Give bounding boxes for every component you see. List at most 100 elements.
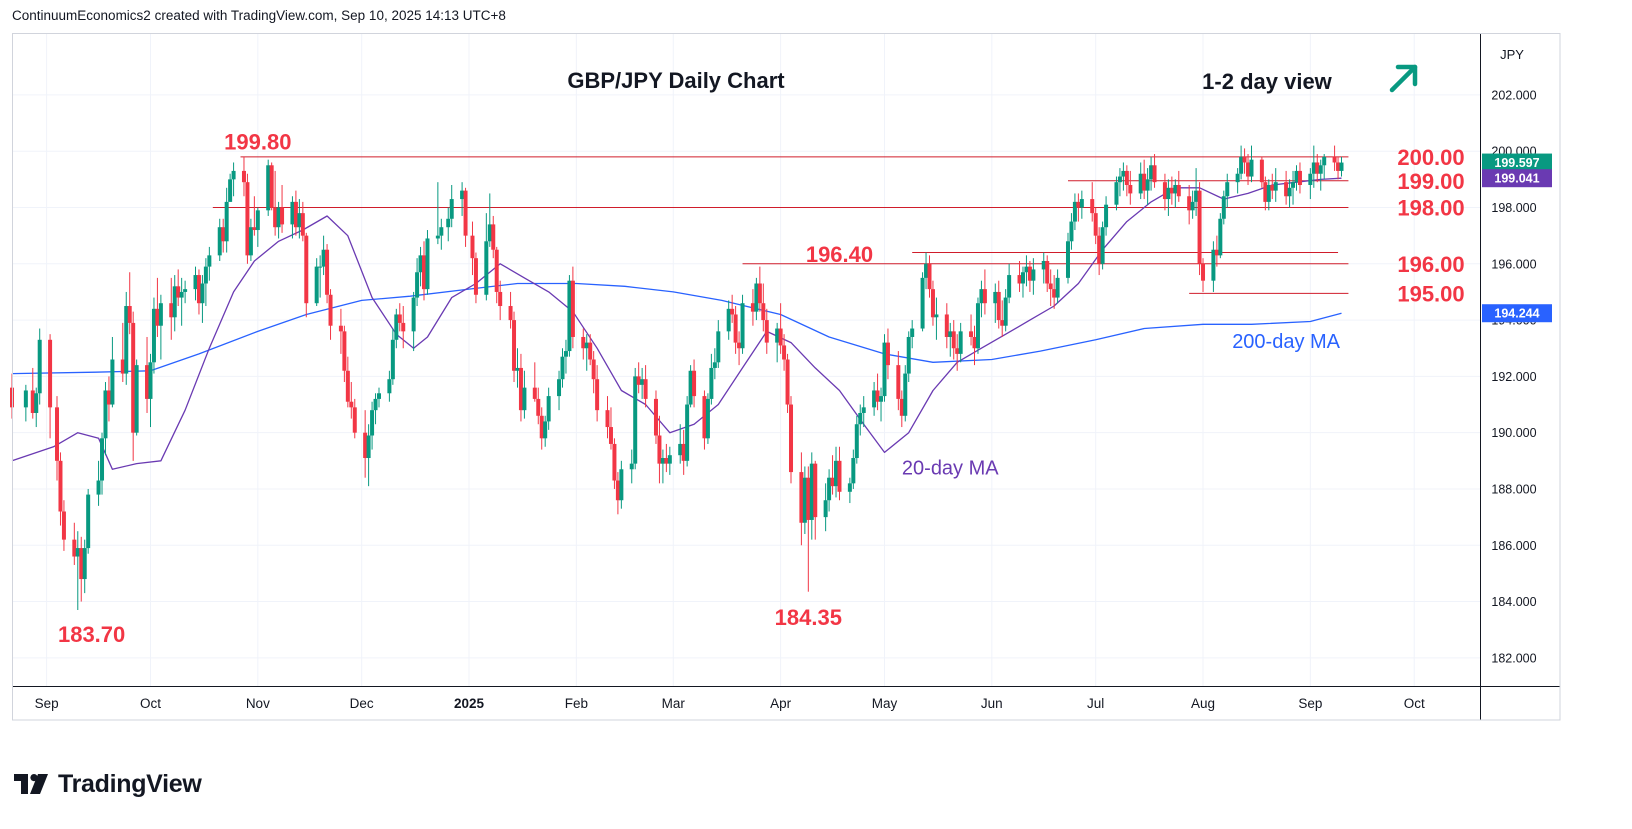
candle-body [872,390,877,408]
candle-body [972,336,977,349]
x-tick-label: Nov [246,696,270,711]
candle-body [581,336,586,349]
candle-body [377,393,381,399]
candle [34,387,39,428]
candle [1142,159,1147,200]
candle-body [103,390,108,439]
candle-body [636,376,641,385]
candle-body [248,227,253,256]
candle [96,460,101,506]
candle [581,328,586,360]
candle-body [484,241,489,295]
view-label: 1-2 day view [1202,69,1333,94]
candle-body [1173,184,1178,194]
candle-body [1128,184,1133,194]
candle [993,283,998,323]
candle-body [709,367,714,399]
candle [1187,184,1192,225]
candle-body [1093,213,1098,236]
candle [321,235,326,276]
candle-body [640,379,645,385]
candle-body [879,396,884,402]
candle [134,359,139,436]
candle [854,415,859,464]
candle-body [1315,162,1320,174]
candle-body [1138,173,1143,194]
y-tick-label: 186.000 [1491,539,1536,553]
candle-body [1218,218,1223,256]
candle [1176,170,1181,202]
candle-body [757,283,762,304]
candle [1093,207,1098,245]
tradingview-logo[interactable]: TradingView [14,770,202,799]
candle-body [127,306,132,323]
candle [872,382,877,416]
x-tick-label: May [872,696,898,711]
candle [608,407,613,450]
candle-body [785,359,790,405]
x-axis[interactable]: Sep Oct Nov Dec 2025 Feb Mar Apr May Jun Jul Aug Sep… [35,696,1425,711]
candle-body [422,255,427,290]
candle [761,283,766,332]
candle-body [629,463,634,470]
candle-body [996,291,1001,321]
candle [709,353,714,405]
candle-body [522,387,527,411]
candle [37,328,42,405]
candle [754,277,759,321]
candle-body [1187,196,1192,211]
candle-body [200,283,205,304]
candle-body [930,289,935,318]
ma20-line [11,177,1342,470]
candle [955,334,960,371]
candle [1072,193,1077,231]
candle-body [1332,156,1337,163]
candle-body [373,398,378,411]
candle [72,522,77,565]
candle [460,182,465,216]
candle [508,291,513,329]
annotations: 199.80 183.70 184.35 196.40 20-day MA 200-day… [58,129,1341,647]
x-tick-label: Aug [1191,696,1215,711]
candle-body [273,207,278,228]
candle-body [733,314,738,343]
candle-body [124,306,129,374]
candle [196,269,201,315]
candle [1173,179,1178,208]
candle-body [1249,159,1254,177]
candle [470,221,475,276]
candle [563,339,568,374]
candle-body [543,421,548,439]
candle-body [823,500,828,518]
candle-body [169,303,174,318]
candle [248,218,253,261]
candle-body [750,303,755,312]
candle-body [775,328,780,343]
candle-body [712,362,717,368]
candle-body [435,235,440,239]
candle-body [910,328,915,337]
candle-body [1142,173,1147,191]
candle-body [473,258,478,295]
candle-body [224,201,229,242]
candle-body [678,443,683,456]
candle [103,382,108,456]
candle [899,390,904,428]
candle [1104,196,1109,236]
candle [546,387,551,430]
candle-body [1190,201,1195,211]
candle [491,215,496,259]
candle-body [449,199,454,219]
x-tick-label: Feb [565,696,588,711]
candle [1152,154,1157,188]
candle [1190,190,1195,219]
candle [23,384,28,422]
candle-body [491,224,496,250]
candle [1336,156,1341,180]
candle-body [885,342,890,366]
candle [1339,156,1344,177]
candle [619,460,624,509]
price-label-text: 199.041 [1494,172,1539,186]
